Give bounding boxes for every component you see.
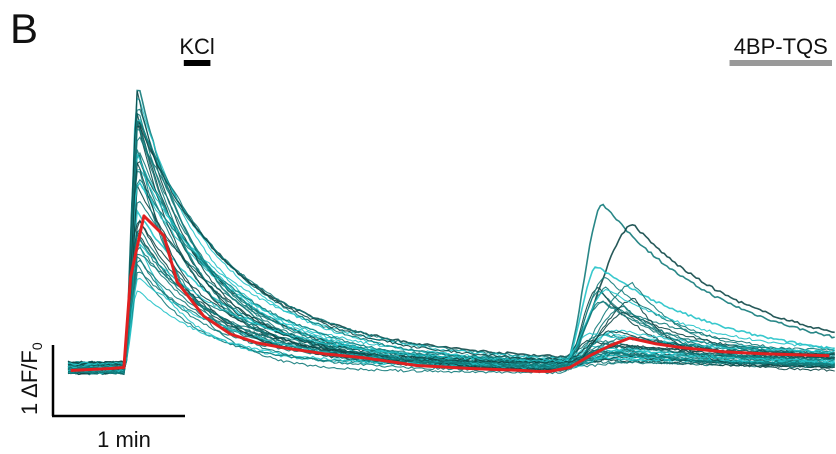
cell-trace: [67, 90, 835, 373]
cell-trace: [67, 136, 835, 365]
cell-trace: [67, 243, 835, 366]
mean-trace: [70, 214, 830, 373]
cell-trace: [67, 219, 835, 364]
stimulus-label-0: KCl: [179, 34, 214, 59]
cell-traces: [67, 89, 836, 376]
scale-bar-y-main: 1 ΔF/F: [17, 350, 42, 415]
cell-trace: [67, 128, 835, 375]
cell-trace: [67, 154, 835, 375]
mean-trace-line-0: [70, 214, 830, 373]
cell-trace: [67, 89, 835, 376]
scale-bar-y-subscript: 0: [29, 342, 45, 350]
cell-trace: [67, 97, 835, 365]
scale-bar-x-label: 1 min: [97, 427, 151, 452]
scale-bar-y-label: 1 ΔF/F0: [17, 342, 45, 415]
panel-label: B: [10, 5, 38, 52]
stimulus-bars: KCl 4BP-TQS: [179, 34, 832, 66]
cell-trace: [67, 120, 836, 371]
stimulus-label-1: 4BP-TQS: [734, 34, 828, 59]
cell-trace: [67, 233, 835, 368]
scale-bar: 1 min 1 ΔF/F0: [17, 342, 185, 452]
cell-trace: [67, 112, 835, 372]
cell-trace: [67, 126, 835, 367]
